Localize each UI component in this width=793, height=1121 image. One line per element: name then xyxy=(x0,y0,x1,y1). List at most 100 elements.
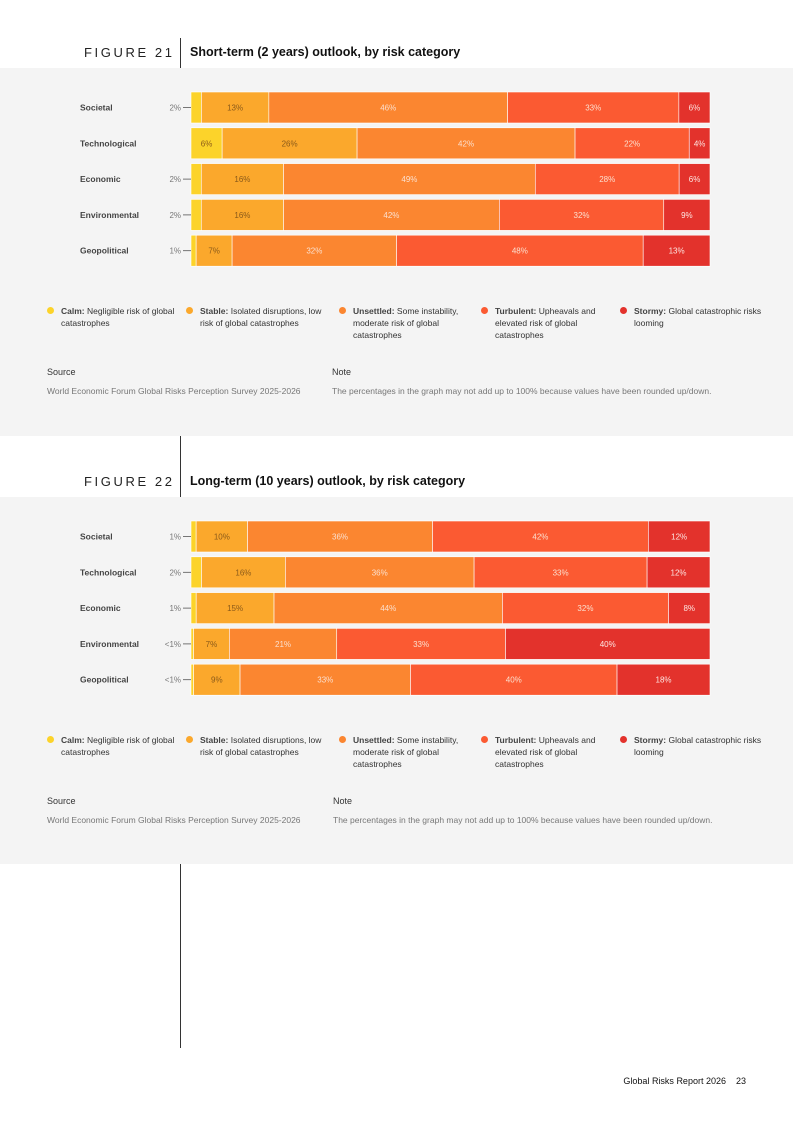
bar-segment-turbulent xyxy=(499,199,665,231)
bar-segment-calm xyxy=(190,199,202,231)
data-label: 22% xyxy=(624,139,640,148)
legend-swatch xyxy=(620,736,627,743)
legend-label-bold: Stable: xyxy=(200,735,229,745)
note-heading: Note xyxy=(332,367,352,377)
note-block: Note The percentages in the graph may no… xyxy=(332,366,772,398)
data-label: 8% xyxy=(683,604,695,613)
legend-label: Turbulent: Upheavals and elevated risk o… xyxy=(495,735,596,769)
bar-segment-stable xyxy=(195,520,248,553)
legend-label: Calm: Negligible risk of global catastro… xyxy=(61,735,175,757)
data-label: 2% xyxy=(169,568,181,577)
bar-segment-calm xyxy=(190,163,202,195)
data-label: 18% xyxy=(656,676,672,685)
legend-label: Stable: Isolated disruptions, low risk o… xyxy=(200,735,322,757)
legend-swatch xyxy=(47,736,54,743)
data-label: 6% xyxy=(201,139,213,148)
data-label: 44% xyxy=(380,604,396,613)
data-label: 6% xyxy=(689,175,701,184)
data-label: <1% xyxy=(165,676,181,685)
legend-label: Stable: Isolated disruptions, low risk o… xyxy=(200,306,322,328)
legend-label: Calm: Negligible risk of global catastro… xyxy=(61,306,175,328)
bar-segment-unsettled xyxy=(247,520,433,553)
note-block: Note The percentages in the graph may no… xyxy=(333,795,773,827)
bar-segment-stormy xyxy=(505,628,711,660)
category-label: Environmental xyxy=(80,210,139,220)
bar-segment-calm xyxy=(190,127,223,160)
data-label: 2% xyxy=(169,104,181,113)
category-label: Societal xyxy=(80,532,113,542)
page-number: 23 xyxy=(735,1076,746,1086)
note-text: The percentages in the graph may not add… xyxy=(332,385,712,396)
figure-label: FIGURE 22 xyxy=(84,474,175,489)
divider-line xyxy=(180,38,181,68)
legend-swatch xyxy=(481,307,488,314)
bar-segment-unsettled xyxy=(283,199,500,231)
category-label: Societal xyxy=(80,103,113,113)
data-label: 2% xyxy=(169,175,181,184)
data-label: <1% xyxy=(165,640,181,649)
legend-label-bold: Turbulent: xyxy=(495,735,537,745)
figure-21-header: FIGURE 21 Short-term (2 years) outlook, … xyxy=(0,36,793,68)
data-label: 33% xyxy=(317,676,333,685)
data-label: 36% xyxy=(372,568,388,577)
bar-segment-stable xyxy=(200,199,284,231)
category-label: Environmental xyxy=(80,639,139,649)
legend-swatch xyxy=(339,307,346,314)
bar-segment-calm xyxy=(190,91,202,124)
divider-line xyxy=(180,864,181,1048)
bar-segment-unsettled xyxy=(283,163,536,195)
category-label: Geopolitical xyxy=(80,675,129,685)
legend-swatch xyxy=(481,736,488,743)
legend-label-bold: Turbulent: xyxy=(495,306,537,316)
source-block: Source World Economic Forum Global Risks… xyxy=(47,366,317,398)
bar-segment-stormy xyxy=(648,520,711,553)
data-label: 33% xyxy=(553,568,569,577)
data-label: 16% xyxy=(235,568,251,577)
bar-segment-turbulent xyxy=(410,663,618,696)
figure-22-header: FIGURE 22 Long-term (10 years) outlook, … xyxy=(0,465,793,497)
source-text: World Economic Forum Global Risks Percep… xyxy=(47,385,301,396)
bar-segment-stormy xyxy=(668,592,711,624)
bar-segment-calm xyxy=(190,592,197,624)
bar-segment-unsettled xyxy=(239,663,411,696)
source-heading: Source xyxy=(47,796,76,806)
data-label: 33% xyxy=(413,640,429,649)
data-label: 21% xyxy=(275,640,291,649)
data-label: 15% xyxy=(227,604,243,613)
bar-segment-stormy xyxy=(616,663,711,696)
legend: Calm: Negligible risk of global catastro… xyxy=(47,305,767,353)
data-label: 26% xyxy=(282,139,298,148)
divider-line xyxy=(180,436,181,498)
data-label: 36% xyxy=(332,533,348,542)
bar-segment-stable xyxy=(193,628,230,660)
bar-segment-unsettled xyxy=(231,234,397,267)
data-label: 1% xyxy=(169,533,181,542)
bar-segment-unsettled xyxy=(356,127,576,160)
data-label: 32% xyxy=(577,604,593,613)
data-label: 7% xyxy=(208,247,220,256)
bar-segment-calm xyxy=(190,234,197,267)
data-label: 16% xyxy=(234,211,250,220)
legend-label: Stormy: Global catastrophic risks loomin… xyxy=(634,306,762,328)
category-label: Economic xyxy=(80,603,121,613)
legend-swatch xyxy=(47,307,54,314)
figure-label: FIGURE 21 xyxy=(84,45,175,60)
data-label: 9% xyxy=(211,676,223,685)
legend-swatch xyxy=(620,307,627,314)
data-label: 10% xyxy=(214,533,230,542)
data-label: 9% xyxy=(681,211,693,220)
data-label: 12% xyxy=(671,568,687,577)
data-label: 48% xyxy=(512,247,528,256)
bar-segment-turbulent xyxy=(502,592,669,624)
bar-segment-turbulent xyxy=(432,520,649,553)
category-label: Geopolitical xyxy=(80,246,129,256)
report-title: Global Risks Report 2026 xyxy=(623,1076,726,1086)
bar-segment-stormy xyxy=(646,556,711,589)
data-label: 49% xyxy=(401,175,417,184)
data-label: 33% xyxy=(585,104,601,113)
category-label: Technological xyxy=(80,567,137,577)
legend-label-bold: Unsettled: xyxy=(353,306,395,316)
data-label: 13% xyxy=(227,104,243,113)
legend-label-bold: Stable: xyxy=(200,306,229,316)
bar-segment-turbulent xyxy=(473,556,648,589)
